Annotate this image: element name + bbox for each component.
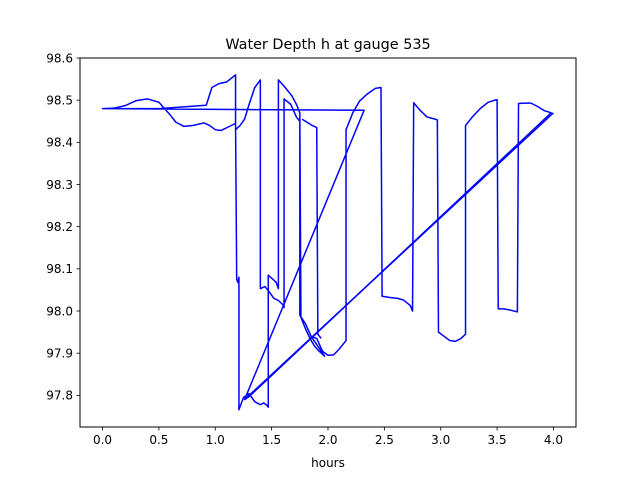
y-tick-label: 98.6 (46, 51, 73, 65)
x-tick-label: 3.5 (488, 433, 507, 447)
y-tick-label: 98.3 (46, 178, 73, 192)
axes-frame (79, 57, 577, 428)
y-tick-label: 97.8 (46, 389, 73, 403)
y-axis: 97.8 97.9 98.0 98.1 98.2 98.3 98.4 98.5 98.6 (46, 51, 80, 403)
y-tick-label: 98.2 (46, 220, 73, 234)
y-tick-label: 97.9 (46, 347, 73, 361)
chart-title: Water Depth h at gauge 535 (225, 37, 430, 53)
x-tick-label: 3.0 (431, 433, 450, 447)
x-axis: 0.0 0.5 1.0 1.5 2.0 2.5 3.0 3.5 4.0 (93, 427, 563, 447)
y-tick-label: 98.1 (46, 262, 73, 276)
x-tick-label: 1.0 (206, 433, 225, 447)
series-line-1 (301, 118, 322, 339)
x-tick-label: 4.0 (544, 433, 563, 447)
x-tick-label: 1.5 (262, 433, 281, 447)
series-line-2 (244, 112, 554, 401)
x-axis-label: hours (311, 456, 345, 470)
series-line-0 (101, 74, 552, 411)
x-tick-label: 0.5 (149, 433, 168, 447)
y-tick-label: 98.5 (46, 93, 73, 107)
y-tick-label: 98.4 (46, 136, 73, 150)
plot-area (101, 74, 554, 411)
y-tick-label: 98.0 (46, 304, 73, 318)
x-tick-label: 2.5 (375, 433, 394, 447)
x-tick-label: 2.0 (318, 433, 337, 447)
x-tick-label: 0.0 (93, 433, 112, 447)
